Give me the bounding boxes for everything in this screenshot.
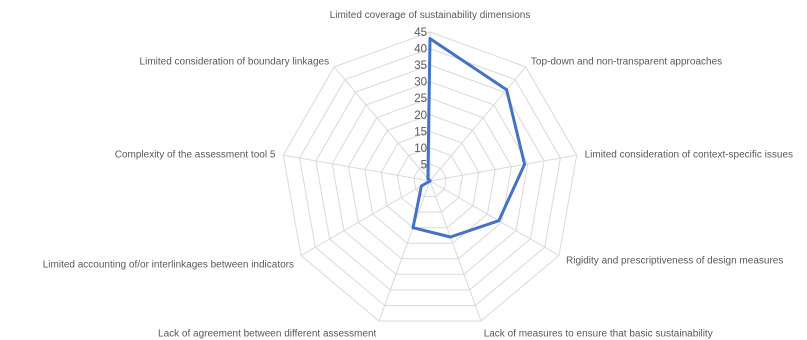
tick-label: 40 (414, 44, 427, 56)
spoke-6 (300, 180, 431, 256)
data-point (497, 219, 501, 223)
category-label-line: Rigidity and prescriptiveness of design … (566, 256, 783, 267)
category-label: Top-down and non-transparent approaches (531, 57, 722, 68)
grid-ring-25 (347, 97, 513, 260)
tick-label: 30 (414, 77, 427, 89)
spoke-8 (333, 66, 431, 182)
tick-label: 10 (414, 143, 427, 155)
grid-ring-15 (380, 130, 480, 229)
category-label: Limited coverage of sustainability dimen… (330, 10, 531, 21)
data-point (505, 88, 509, 92)
spoke-2 (429, 154, 577, 182)
category-label: Rigidity and prescriptiveness of design … (566, 256, 783, 267)
category-label-line: Limited consideration of boundary linkag… (140, 57, 330, 68)
grid-ring-30 (331, 81, 529, 275)
data-point (411, 226, 415, 230)
data-series (411, 37, 527, 239)
grid-ring-20 (364, 114, 496, 244)
data-point (426, 177, 430, 180)
category-label: Limited consideration of boundary linkag… (140, 57, 330, 68)
category-label-line: Top-down and non-transparent approaches (531, 57, 722, 68)
tick-label: 15 (414, 126, 427, 138)
category-label-line: Limited coverage of sustainability dimen… (330, 10, 531, 21)
data-point (448, 235, 452, 239)
spoke-4 (429, 180, 482, 322)
data-point (419, 184, 423, 188)
category-label-line: Complexity of the assessment tool 5 (115, 150, 276, 161)
category-label-line: Lack of measures to ensure that basic su… (484, 329, 713, 340)
category-label: Complexity of the assessment tool 5 (115, 150, 276, 161)
tick-label: 35 (414, 60, 427, 72)
category-labels: Limited coverage of sustainability dimen… (43, 10, 793, 340)
category-label-line: Limited accounting of/or interlinkages b… (43, 260, 294, 271)
grid-ring-40 (299, 48, 561, 306)
grid-ring-10 (396, 147, 464, 213)
category-label: Lack of agreement between different asse… (158, 329, 376, 340)
data-point (523, 162, 527, 166)
tick-label: 5 (421, 159, 427, 171)
grid-ring-5 (413, 163, 447, 198)
data-point (428, 179, 432, 183)
category-label: Limited accounting of/or interlinkages b… (43, 260, 294, 271)
spoke-3 (429, 180, 560, 256)
grid-ring-35 (315, 64, 545, 291)
series-line (411, 37, 527, 239)
tick-label: 25 (414, 93, 427, 105)
spoke-1 (429, 66, 527, 182)
tick-label: 20 (414, 110, 427, 122)
spokes (283, 32, 577, 322)
grid (282, 31, 578, 322)
grid-ring-45 (282, 31, 578, 322)
spoke-7 (283, 154, 431, 182)
category-label: Limited consideration of context-specifi… (585, 150, 793, 161)
radial-tick-labels: 5 10 15 20 25 30 35 40 45 (414, 27, 427, 171)
data-point (428, 37, 432, 41)
spoke-5 (378, 180, 431, 322)
category-label-line: Limited consideration of context-specifi… (585, 150, 793, 161)
category-label: Lack of measures to ensure that basic su… (484, 329, 713, 340)
tick-label: 45 (414, 27, 427, 39)
category-label-line: Lack of agreement between different asse… (158, 329, 376, 340)
